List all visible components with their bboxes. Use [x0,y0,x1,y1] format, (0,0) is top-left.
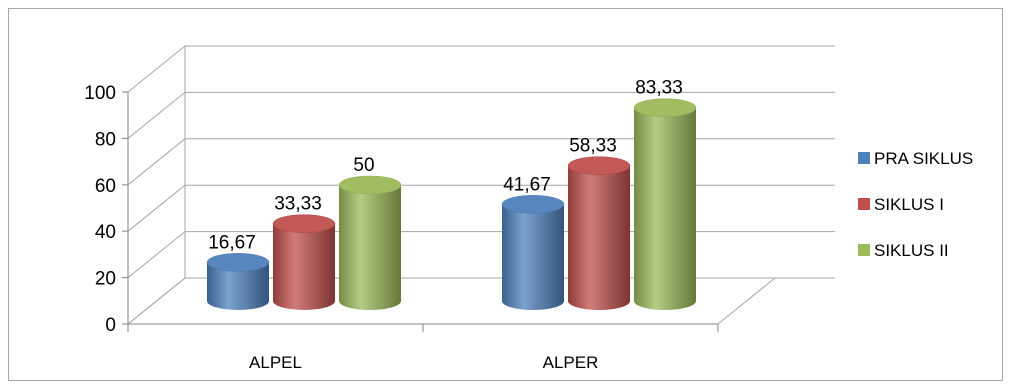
chart-frame [8,8,1003,381]
x-tick-label: ALPEL [249,353,302,372]
bar [567,156,631,310]
x-tick-label: ALPER [543,353,599,372]
legend: PRA SIKLUS SIKLUS I SIKLUS II [858,149,973,260]
data-label: 58,33 [569,136,617,157]
y-tick-label: 60 [95,176,116,197]
gridline-side [127,92,186,139]
legend-label: SIKLUS I [874,195,944,214]
legend-label: SIKLUS II [874,241,949,260]
bar-body [568,165,630,310]
bar-body [339,185,401,310]
legend-swatch [858,198,870,210]
bar [338,175,402,310]
data-label: 50 [353,155,374,176]
gridline-side [127,45,186,93]
y-axis: 0 20 40 60 80 100 [84,83,129,336]
data-label: 41,67 [503,174,551,195]
legend-swatch [858,244,870,256]
bar [633,98,697,310]
bar-body [634,107,696,310]
legend-swatch [858,152,870,164]
bar-top [501,195,565,214]
bar-top [272,214,336,233]
y-tick-label: 80 [95,129,116,150]
bar [206,253,270,310]
bar-body [273,223,335,310]
bar-body [502,204,564,310]
bar-top [567,156,631,175]
bars [206,98,697,310]
gridline-side [127,231,186,278]
gridline-side [127,277,186,325]
data-label: 83,33 [635,78,683,99]
y-tick-label: 0 [105,315,116,336]
bar [501,195,565,310]
data-label: 16,67 [208,232,256,253]
gridline-side [127,184,186,232]
legend-label: PRA SIKLUS [874,149,973,168]
y-tick-label: 20 [95,269,116,290]
bar [272,214,336,310]
x-axis: ALPEL ALPER [127,323,719,372]
data-labels: 16,67 33,33 50 41,67 58,33 83,33 [208,78,683,254]
y-tick-label: 100 [84,83,116,104]
bar-body [207,262,269,310]
bar-top [206,253,270,272]
bar-top [633,98,697,117]
gridline-side [127,138,186,186]
bar-top [338,175,402,195]
y-tick-label: 40 [95,222,116,243]
data-label: 33,33 [274,194,322,215]
